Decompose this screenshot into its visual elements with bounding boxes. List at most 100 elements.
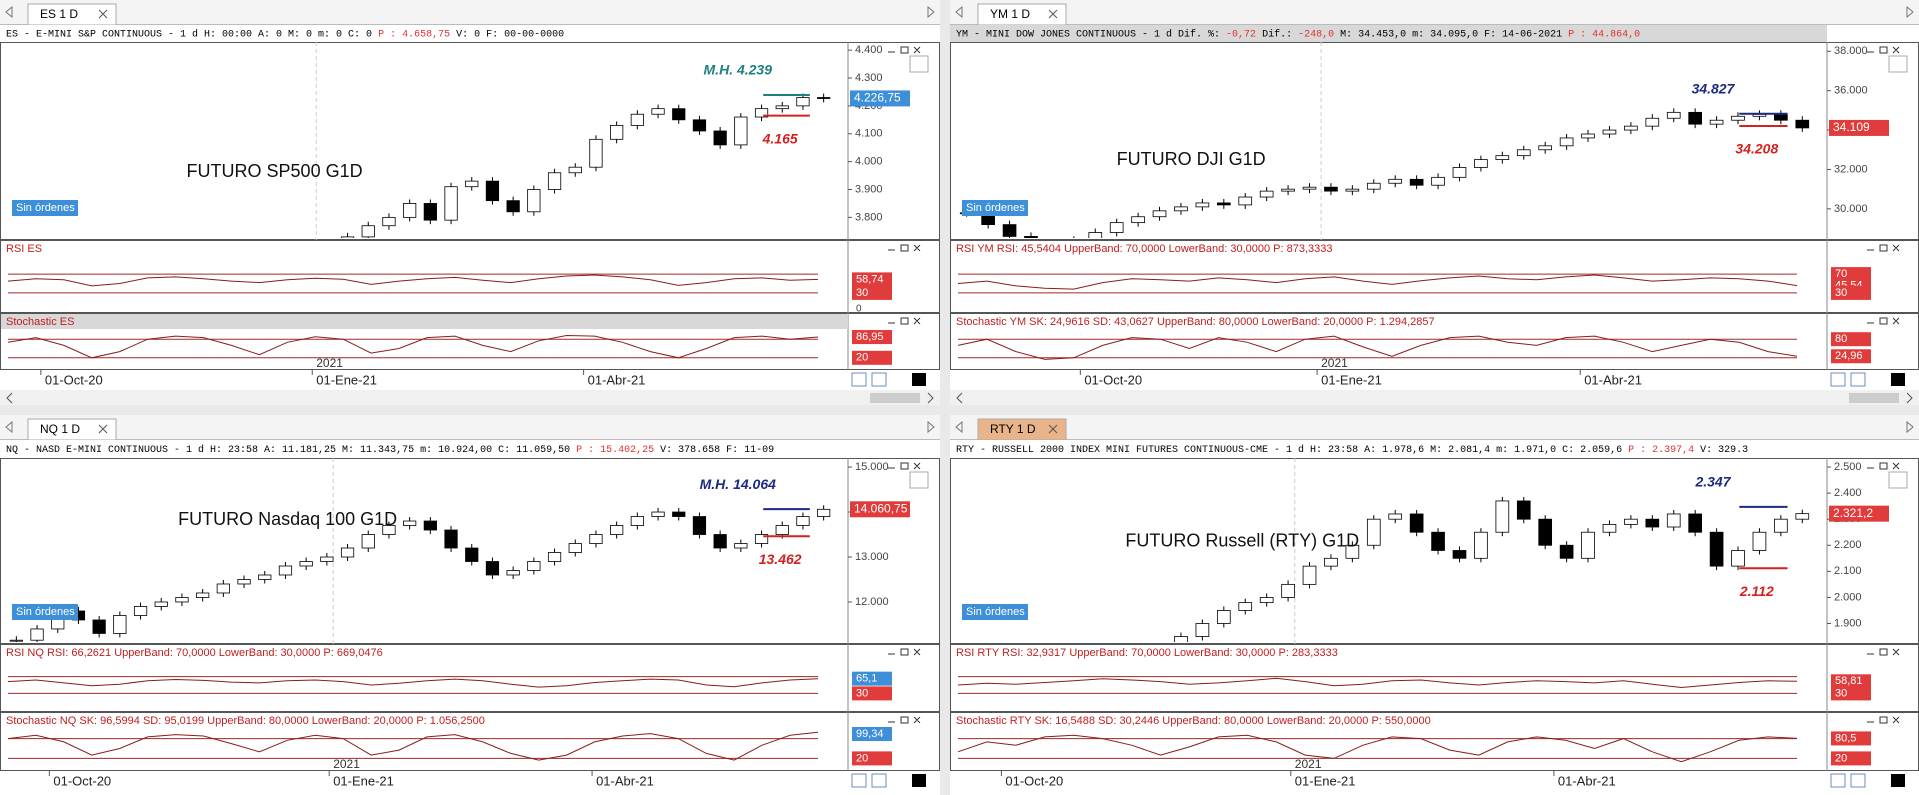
- scroll-left[interactable]: [956, 392, 963, 404]
- scroll-thumb[interactable]: [1849, 393, 1899, 403]
- pane-buttons[interactable]: [888, 317, 921, 325]
- axis-button[interactable]: [1888, 471, 1908, 489]
- scroll-right[interactable]: [1906, 392, 1913, 404]
- level-label: 2.112: [1739, 583, 1774, 599]
- footer-buttons[interactable]: [1850, 372, 1866, 387]
- tab-scroll-right[interactable]: [927, 420, 935, 434]
- header-bar: [0, 440, 848, 458]
- scroll-left[interactable]: [6, 392, 13, 404]
- tab-close[interactable]: [98, 424, 108, 434]
- candle: [340, 547, 355, 558]
- tab-scroll-left[interactable]: [955, 420, 963, 434]
- indicator-badge: [852, 272, 892, 287]
- tab-close[interactable]: [98, 9, 108, 19]
- pane-buttons[interactable]: [1867, 244, 1900, 252]
- candle: [485, 561, 500, 576]
- candle: [133, 606, 148, 616]
- candle: [403, 520, 417, 526]
- indicator-badge-label: 20: [856, 352, 868, 364]
- date-label: 01-Ene-21: [333, 773, 394, 788]
- axis-button[interactable]: [909, 55, 929, 73]
- level-label: 34.827: [1692, 80, 1736, 96]
- candle: [1259, 597, 1274, 604]
- pane-buttons[interactable]: [1867, 462, 1900, 470]
- candle: [527, 561, 541, 571]
- footer-buttons[interactable]: [1830, 372, 1846, 387]
- tab-scroll-left[interactable]: [5, 5, 13, 19]
- pane-buttons[interactable]: [1867, 648, 1900, 656]
- tab-scroll-left[interactable]: [5, 420, 13, 434]
- candle: [610, 124, 624, 140]
- pane-buttons[interactable]: [888, 716, 921, 724]
- date-label: 01-Ene-21: [1321, 372, 1382, 387]
- tab-bar: [0, 0, 940, 25]
- y-tick-label: 4.100: [855, 128, 883, 140]
- footer-buttons[interactable]: [851, 773, 867, 788]
- tab-label: NQ 1 D: [40, 422, 80, 436]
- level-label: 13.462: [759, 551, 802, 567]
- scrollbar: [950, 390, 1919, 405]
- candle: [1731, 115, 1745, 121]
- candle: [547, 552, 562, 562]
- pane-buttons[interactable]: [888, 244, 921, 252]
- indicator-line: [957, 274, 1798, 290]
- last-price-label: 34.109: [1833, 120, 1870, 134]
- footer-buttons[interactable]: [912, 373, 926, 386]
- candle: [547, 172, 562, 190]
- tab-close[interactable]: [1048, 424, 1058, 434]
- tab-scroll-right[interactable]: [927, 5, 935, 19]
- candle: [1174, 206, 1188, 212]
- candle: [176, 323, 188, 365]
- axis-button[interactable]: [909, 471, 929, 489]
- date-label: 01-Abr-21: [588, 372, 646, 387]
- indicator-badge: [1831, 674, 1871, 689]
- scroll-thumb[interactable]: [870, 393, 920, 403]
- pane-buttons[interactable]: [1867, 46, 1900, 54]
- candle: [506, 570, 520, 576]
- pane-buttons[interactable]: [1867, 716, 1900, 724]
- candle: [1366, 518, 1381, 546]
- tab-scroll-left[interactable]: [955, 5, 963, 19]
- candle: [9, 639, 23, 642]
- indicator-title-bg: [1, 314, 848, 329]
- footer-buttons[interactable]: [1830, 773, 1846, 788]
- chart-label: FUTURO Russell (RTY) G1D: [1125, 531, 1359, 551]
- candle: [279, 254, 291, 262]
- axis-button[interactable]: [1888, 55, 1908, 73]
- header-segment: P : 2.397,4: [1628, 445, 1694, 456]
- candle: [299, 561, 313, 567]
- indicator-badge-label: 58,74: [856, 273, 884, 285]
- footer-buttons[interactable]: [871, 372, 887, 387]
- tab-close[interactable]: [1048, 9, 1058, 19]
- status-badge: [12, 200, 78, 216]
- candle: [1731, 550, 1745, 567]
- candle: [1238, 602, 1253, 611]
- candle: [1002, 224, 1017, 237]
- footer-buttons[interactable]: [1891, 774, 1905, 787]
- candle: [1024, 236, 1038, 238]
- indicator-line: [7, 731, 819, 761]
- pane-frame: [0, 458, 940, 644]
- tab-scroll-right[interactable]: [1906, 420, 1914, 434]
- indicator-badge-label: 20: [1835, 752, 1847, 764]
- footer-buttons[interactable]: [1850, 773, 1866, 788]
- indicator-badge: [1831, 349, 1871, 364]
- pane-buttons[interactable]: [888, 462, 921, 470]
- tab-scroll-right[interactable]: [1906, 5, 1914, 19]
- candle: [237, 579, 251, 585]
- footer-buttons[interactable]: [912, 774, 926, 787]
- pane-buttons[interactable]: [888, 46, 921, 54]
- pane-buttons[interactable]: [1867, 317, 1900, 325]
- y-tick-label: 36.000: [1834, 85, 1868, 97]
- candle: [92, 619, 106, 634]
- scroll-right[interactable]: [927, 392, 934, 404]
- footer-buttons[interactable]: [851, 372, 867, 387]
- footer-buttons[interactable]: [1891, 373, 1905, 386]
- candle: [610, 525, 624, 535]
- header-segment: RTY - RUSSELL 2000 INDEX MINI FUTURES CO…: [956, 444, 1628, 456]
- candle: [1302, 186, 1317, 190]
- footer-buttons[interactable]: [871, 773, 887, 788]
- pane-frame: [0, 240, 940, 313]
- candle: [1216, 202, 1231, 206]
- pane-buttons[interactable]: [888, 648, 921, 656]
